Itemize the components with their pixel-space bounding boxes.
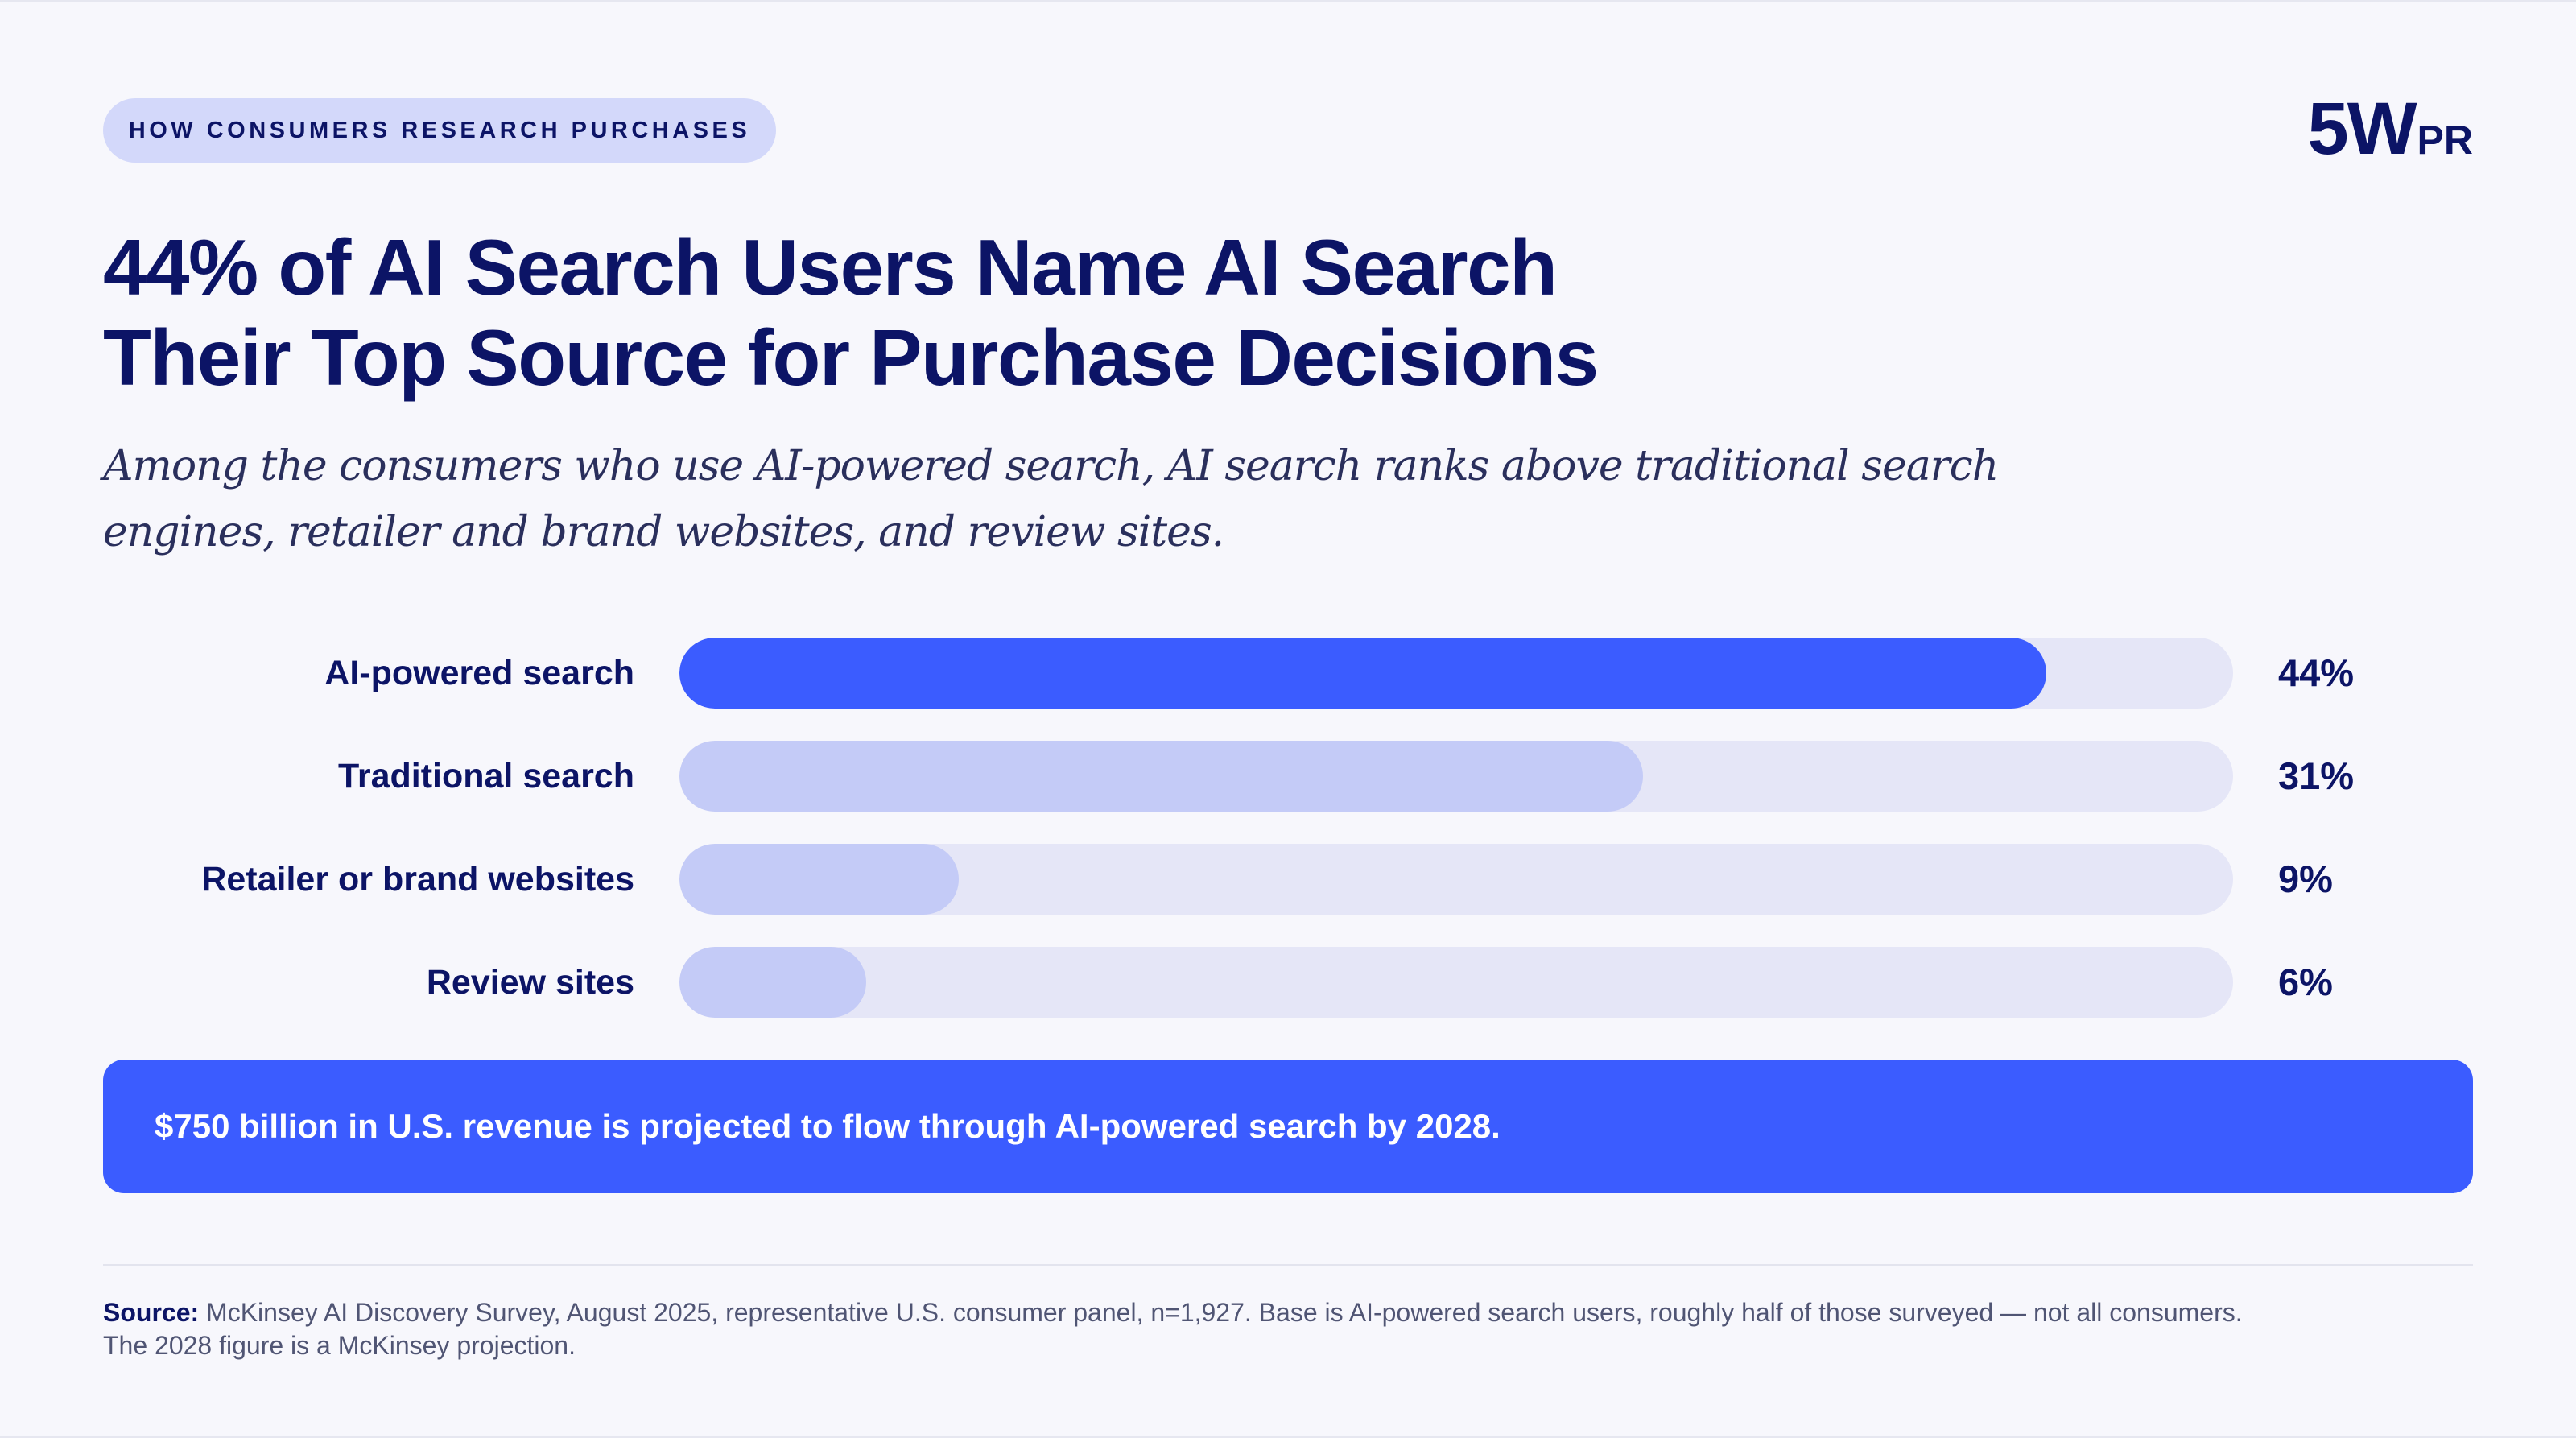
logo-suffix: PR xyxy=(2417,118,2473,163)
stat-callout: $750 billion in U.S. revenue is projecte… xyxy=(103,1060,2473,1193)
bar-ai-powered-search xyxy=(679,638,2046,709)
brand-logo: 5W PR xyxy=(2308,92,2473,166)
page-subtitle: Among the consumers who use AI-powered s… xyxy=(103,433,1999,565)
bar-value-retailer-or-brand-websites: 9% xyxy=(2278,857,2333,900)
logo-mark: 5W xyxy=(2307,88,2417,170)
bar-track-review-sites xyxy=(679,947,2233,1018)
source-line-1: Source: McKinsey AI Discovery Survey, Au… xyxy=(103,1296,2473,1329)
source-text: McKinsey AI Discovery Survey, August 202… xyxy=(206,1298,2243,1327)
subtitle-line-2: engines, retailer and brand websites, an… xyxy=(103,508,1224,556)
source-note: Source: McKinsey AI Discovery Survey, Au… xyxy=(103,1296,2473,1362)
bar-track-ai-powered-search xyxy=(679,638,2233,709)
bar-track-retailer-or-brand-websites xyxy=(679,844,2233,915)
bar-review-sites xyxy=(679,947,866,1018)
bar-label-review-sites: Review sites xyxy=(426,963,634,1002)
bar-label-traditional-search: Traditional search xyxy=(337,757,634,795)
page-title: 44% of AI Search Users Name AI Search Th… xyxy=(103,222,1955,403)
title-line-1: 44% of AI Search Users Name AI Search xyxy=(103,223,1558,312)
title-line-2: Their Top Source for Purchase Decisions xyxy=(103,313,1599,402)
bar-value-review-sites: 6% xyxy=(2278,961,2333,1003)
subtitle-line-1: Among the consumers who use AI-powered s… xyxy=(103,442,1999,490)
bar-value-ai-powered-search: 44% xyxy=(2278,651,2355,694)
bar-track-traditional-search xyxy=(679,741,2233,812)
bar-retailer-or-brand-websites xyxy=(679,844,959,915)
bar-traditional-search xyxy=(679,741,1643,812)
bar-label-ai-powered-search: AI-powered search xyxy=(324,654,634,692)
footer-divider xyxy=(103,1264,2473,1266)
source-label: Source: xyxy=(103,1298,200,1327)
top-border xyxy=(0,0,2576,2)
section-eyebrow-badge: HOW CONSUMERS RESEARCH PURCHASES xyxy=(103,98,776,163)
bar-label-retailer-or-brand-websites: Retailer or brand websites xyxy=(201,860,634,899)
callout-text: $750 billion in U.S. revenue is projecte… xyxy=(155,1107,1501,1145)
bar-value-traditional-search: 31% xyxy=(2278,754,2355,797)
bottom-border xyxy=(0,1436,2576,1438)
source-line-2: The 2028 figure is a McKinsey projection… xyxy=(103,1331,576,1360)
